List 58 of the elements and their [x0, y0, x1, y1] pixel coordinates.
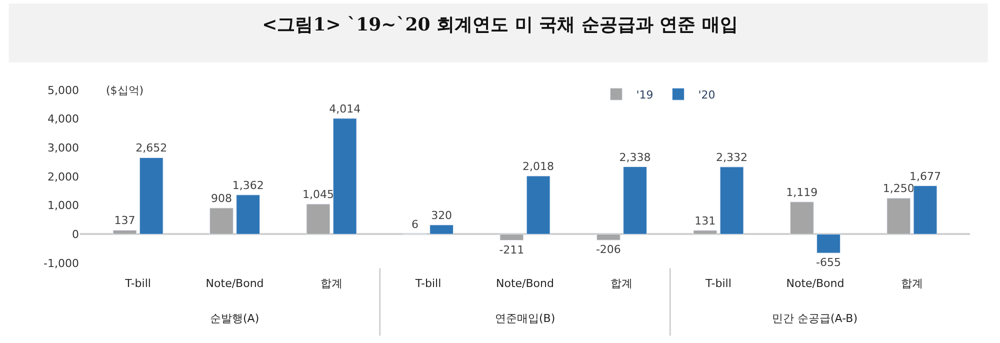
data-label: 908	[210, 192, 232, 205]
data-label: 4,014	[329, 102, 361, 116]
chart-title: <그림1> `19~`20 회계연도 미 국채 순공급과 연준 매입	[262, 14, 738, 36]
y-axis-title: ($십억)	[106, 84, 144, 97]
data-label: 1,045	[302, 188, 334, 202]
y-tick-label: 2,000	[48, 170, 79, 184]
data-label: -655	[816, 256, 841, 270]
bar	[430, 224, 454, 234]
y-tick-label: -1,000	[44, 256, 79, 270]
data-label: 137	[114, 214, 136, 228]
data-label: 1,362	[232, 178, 264, 192]
data-label: 2,332	[716, 150, 748, 164]
bar	[112, 230, 137, 234]
y-tick-label: 0	[72, 228, 79, 242]
bar	[886, 198, 911, 234]
bar	[693, 230, 718, 234]
data-label: 1,119	[786, 186, 818, 199]
bar	[623, 166, 647, 234]
legend-label: '20	[698, 88, 716, 102]
x-tick-label: 합계	[320, 277, 343, 290]
bar	[816, 234, 840, 254]
data-label: 2,652	[136, 142, 168, 155]
x-tick-label: Note/Bond	[786, 277, 844, 290]
x-tick-label: T-bill	[704, 277, 732, 290]
data-label: 6	[411, 218, 418, 231]
bar	[210, 208, 234, 234]
data-label: -211	[499, 243, 524, 256]
bar	[596, 234, 620, 240]
data-label: 131	[694, 214, 716, 228]
y-tick-label: 3,000	[48, 142, 79, 155]
x-tick-label: 합계	[610, 277, 633, 290]
data-label: 2,018	[522, 160, 554, 173]
x-tick-label: T-bill	[414, 277, 442, 290]
bar	[236, 194, 260, 234]
bar	[790, 202, 814, 234]
x-tick-label: T-bill	[124, 277, 151, 290]
data-label: 1,250	[882, 182, 914, 196]
data-label: 2,338	[619, 150, 651, 164]
x-tick-label: Note/Bond	[206, 277, 264, 290]
text: 민간 순공급(A-B)	[772, 312, 858, 325]
legend-label: '19	[636, 88, 654, 102]
data-label: 1,677	[910, 170, 942, 183]
bar	[306, 204, 330, 234]
data-label: 320	[431, 208, 452, 222]
y-tick-label: 1,000	[48, 199, 79, 212]
data-label: -206	[596, 243, 621, 256]
y-tick-label: 4,000	[48, 112, 79, 126]
bar	[913, 186, 938, 234]
x-tick-label: 합계	[900, 277, 923, 290]
bar	[139, 157, 164, 234]
bar	[332, 118, 357, 234]
text: 연준매입(B)	[495, 312, 556, 325]
bar	[500, 234, 524, 240]
x-tick-label: Note/Bond	[496, 277, 554, 290]
bar	[526, 176, 550, 234]
bar	[720, 166, 744, 234]
text: 순발행(A)	[210, 312, 260, 325]
y-tick-label: 5,000	[48, 84, 79, 97]
